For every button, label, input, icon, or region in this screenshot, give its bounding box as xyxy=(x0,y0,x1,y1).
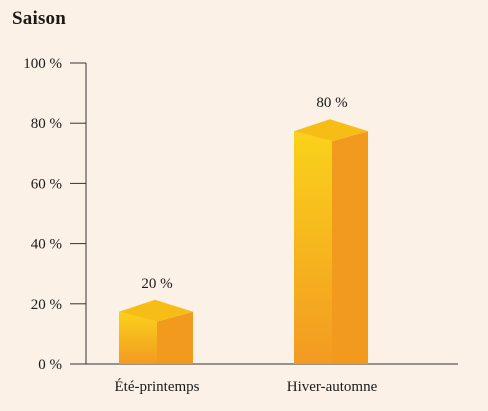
y-tick-label: 80 % xyxy=(31,116,62,132)
data-label: 20 % xyxy=(141,276,172,292)
bar xyxy=(119,299,193,364)
y-tick-label: 40 % xyxy=(31,237,62,253)
chart-title: Saison xyxy=(12,8,67,29)
bar xyxy=(294,119,368,364)
y-tick-label: 60 % xyxy=(31,176,62,192)
bar-front-face xyxy=(294,131,332,364)
y-tick-label: 0 % xyxy=(38,357,62,373)
bar-top-face xyxy=(119,299,193,322)
y-tick-label: 20 % xyxy=(31,297,62,313)
y-tick-label: 100 % xyxy=(23,56,62,72)
bar-front-face xyxy=(119,311,157,364)
bar-side-face xyxy=(157,311,193,364)
x-tick-label: Été-printemps xyxy=(115,378,200,395)
x-tick-label: Hiver-automne xyxy=(287,379,378,395)
bar-top-face xyxy=(294,119,368,142)
bar-side-face xyxy=(332,131,368,364)
data-label: 80 % xyxy=(316,95,347,111)
